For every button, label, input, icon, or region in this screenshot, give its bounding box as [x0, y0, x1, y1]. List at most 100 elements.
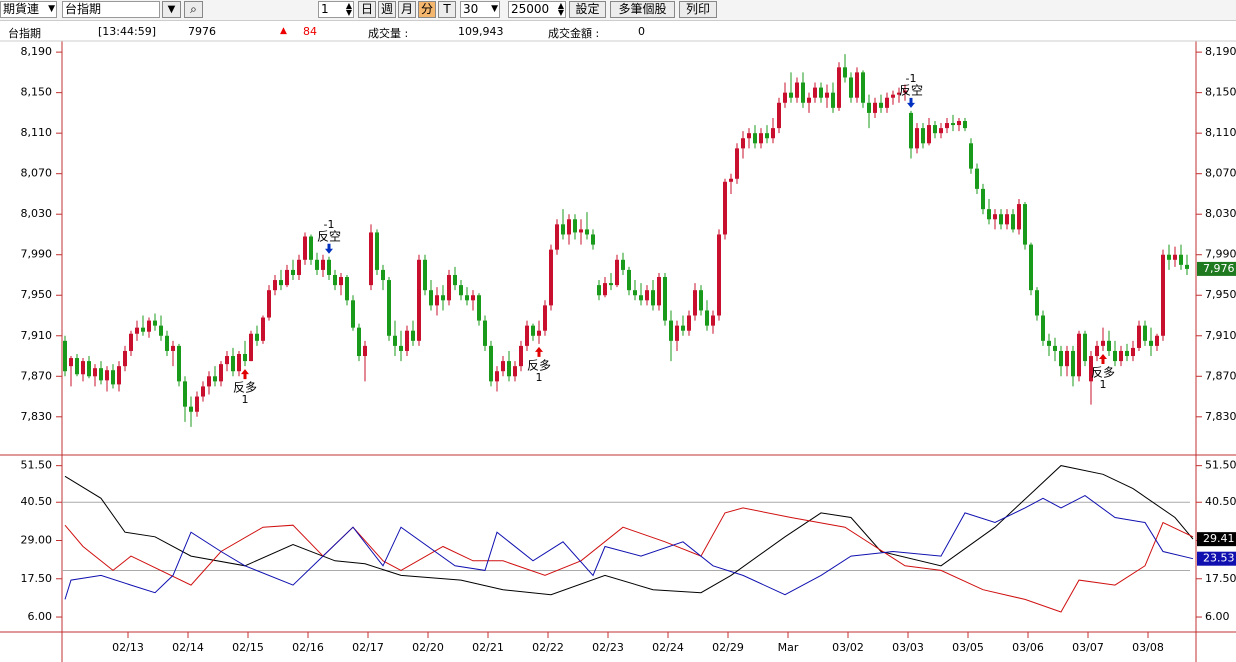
last-value-label: 23.53 [1203, 552, 1235, 565]
period-button[interactable]: T [438, 1, 456, 18]
candle-body [249, 333, 253, 362]
candle-body [303, 236, 307, 260]
candle-body [903, 90, 907, 93]
period-button[interactable]: 分 [418, 1, 436, 18]
symbol: 台指期 [65, 2, 102, 16]
candle-body [837, 67, 841, 108]
candle-body [483, 320, 487, 346]
change: 84 [303, 25, 317, 38]
up-arrow: ▲ [280, 26, 287, 36]
y-tick-label: 7,870 [1205, 369, 1236, 382]
y-tick-label: 7,910 [21, 329, 53, 342]
symbol-input[interactable]: 台指期 [62, 1, 160, 18]
y-tick-label: 6.00 [1205, 610, 1230, 623]
buy-arrow [535, 346, 543, 357]
candle-body [519, 345, 523, 367]
candle-body [1065, 350, 1069, 367]
candle-body [297, 259, 301, 275]
candle-body [87, 361, 91, 377]
y-tick-label: 8,030 [1205, 207, 1236, 220]
candle-body [1035, 290, 1039, 316]
quote-header: 台指期 [13:44:59] 7976 ▲ 84 成交量 : 109,943 成… [0, 21, 1236, 41]
candle-body [255, 333, 259, 341]
candle-body [387, 280, 391, 336]
candle-body [195, 396, 199, 412]
period-button[interactable]: 週 [378, 1, 396, 18]
candle-body [225, 356, 229, 365]
candle-body [1161, 254, 1165, 336]
candle-body [183, 381, 187, 407]
candle-body [975, 168, 979, 189]
candle-body [333, 274, 337, 286]
candle-body [531, 325, 535, 336]
x-tick-label: 03/07 [1072, 641, 1104, 654]
candle-body [789, 92, 793, 98]
search-button[interactable]: ⌕ [184, 1, 203, 18]
candle-body [741, 138, 745, 149]
candle-body [261, 317, 265, 341]
x-tick-label: 02/16 [292, 641, 324, 654]
candle-body [765, 133, 769, 139]
indicator-line [64, 507, 1194, 613]
settings-button[interactable]: 設定 [569, 1, 606, 18]
candle-body [729, 178, 733, 182]
market-select[interactable]: 期貨連 ▼ [0, 1, 57, 18]
signal-qty: 1 [536, 371, 543, 384]
bars: 25000 [511, 2, 550, 16]
y-tick-label: 7,870 [21, 369, 53, 382]
candle-body [309, 236, 313, 260]
last-value-label: 29.41 [1203, 532, 1235, 545]
x-tick-label: Mar [778, 641, 799, 654]
candle-body [165, 335, 169, 351]
candle-body [831, 92, 835, 108]
indicator-line [64, 495, 1194, 600]
print-button[interactable]: 列印 [679, 1, 717, 18]
signal-label: 反空 [899, 83, 923, 97]
candle-body [753, 133, 757, 144]
candle-body [339, 277, 343, 286]
last-value-tag [1197, 261, 1236, 276]
candle-body [471, 295, 475, 301]
count-input[interactable]: 1 ▲ ▼ [318, 1, 354, 18]
candle-body [717, 234, 721, 316]
dropdown-button[interactable]: ▼ [162, 1, 181, 18]
candle-body [1149, 340, 1153, 346]
candle-body [69, 358, 73, 367]
x-tick-label: 03/03 [892, 641, 924, 654]
candle-body [1119, 350, 1123, 362]
period-button[interactable]: 月 [398, 1, 416, 18]
candle-body [1029, 244, 1033, 291]
candle-body [591, 234, 595, 245]
candle-body [237, 354, 241, 372]
candle-body [129, 333, 133, 351]
y-tick-label: 8,190 [1205, 45, 1236, 58]
bars-input[interactable]: 25000 ▲ ▼ [508, 1, 566, 18]
candle-body [447, 274, 451, 301]
last-value-tag [1197, 551, 1236, 566]
candle-body [597, 285, 601, 296]
candle-body [723, 181, 727, 235]
x-tick-label: 03/02 [832, 641, 864, 654]
candle-body [999, 214, 1003, 225]
candle-body [735, 148, 739, 179]
interval-select[interactable]: 30 ▼ [460, 1, 500, 18]
candle-body [219, 364, 223, 382]
candle-body [699, 290, 703, 311]
candle-body [1179, 254, 1183, 265]
candle-body [639, 295, 643, 301]
candle-body [111, 370, 115, 385]
last-value-tag [1197, 532, 1236, 547]
candle-body [1083, 333, 1087, 362]
candle-body [603, 283, 607, 296]
candle-body [657, 277, 661, 306]
candle-body [63, 340, 67, 372]
candle-body [1005, 214, 1009, 225]
candle-body [933, 125, 937, 134]
candle-body [135, 327, 139, 334]
period-button[interactable]: 日 [358, 1, 376, 18]
multi-stock-button[interactable]: 多筆個股 [610, 1, 675, 18]
y-tick-label: 7,950 [21, 288, 53, 301]
price: 7976 [188, 25, 216, 38]
candle-body [885, 97, 889, 108]
x-tick-label: 03/08 [1132, 641, 1164, 654]
